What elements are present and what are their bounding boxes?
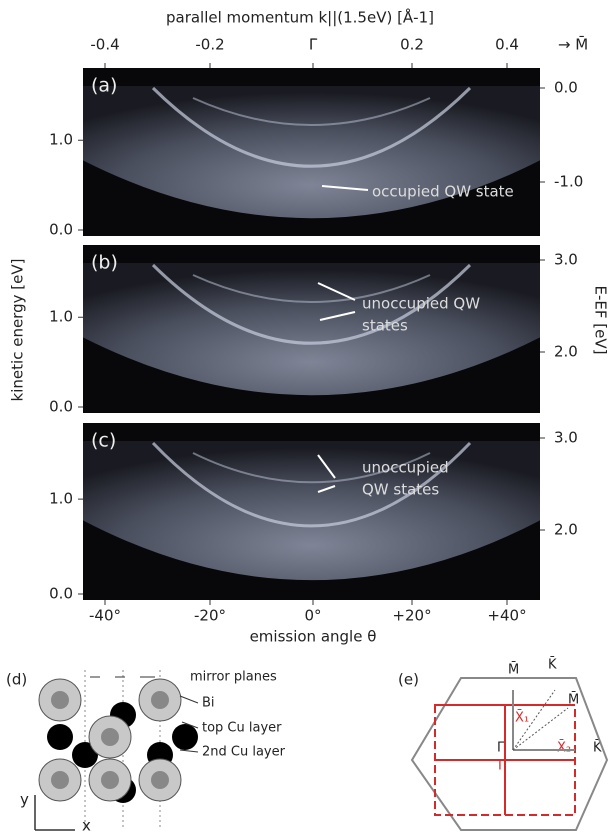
left-tick-label: 1.0 [49, 308, 73, 326]
top-tick-label: Γ̄ [309, 36, 318, 54]
diagram-e-gamma_red: Γ̄ [498, 759, 506, 774]
annotation: occupied QW state [372, 183, 514, 201]
arrow [317, 282, 356, 301]
diagram-d-x: x [82, 817, 91, 835]
intensity [83, 441, 540, 581]
diagram-e-m1: M̄ [508, 662, 519, 677]
bottom-tick-label: 0° [304, 607, 321, 625]
top-axis-label: parallel momentum k||(1.5eV) [Å-1] [166, 8, 434, 27]
lattice-diagram [34, 670, 199, 831]
diagram-d-mirror: mirror planes [190, 670, 277, 685]
arrow [319, 311, 356, 321]
diagram-e-k2: K̄ [593, 740, 602, 755]
annotation: unoccupied [362, 459, 449, 477]
diagram-d-label: (d) [6, 671, 27, 689]
annotation: unoccupied QW [362, 295, 480, 313]
top-tick-label: -0.4 [90, 36, 119, 54]
panel-label: (c) [91, 430, 116, 452]
right-tick-label: 2.0 [554, 343, 578, 361]
top-tick-label: -0.2 [195, 36, 224, 54]
intensity [83, 263, 540, 396]
diagram-e-label: (e) [398, 671, 419, 689]
right-tick-label: 2.0 [554, 521, 578, 539]
annotation: states [362, 317, 408, 335]
diagram-e-k1: K̄ [548, 657, 557, 672]
arrow [317, 485, 336, 493]
right-axis-label: E-EF [eV] [592, 286, 610, 355]
left-tick-label: 1.0 [49, 131, 73, 149]
left-tick-label: 0.0 [49, 398, 73, 416]
bottom-tick-label: -20° [194, 607, 226, 625]
band [151, 263, 472, 345]
top-axis-direction: → M̄ [558, 35, 588, 54]
band [192, 452, 431, 484]
right-tick-label: 0.0 [554, 79, 578, 97]
top-tick-label: 0.2 [400, 36, 424, 54]
labels: (a) 1.0 0.0 0.0 -1.0 occupied QW state (b) 1.0 3… [6, 8, 610, 835]
brillouin-zone [410, 677, 609, 831]
bottom-tick-label: +40° [487, 607, 526, 625]
top-tick-label: 0.4 [495, 36, 519, 54]
diagram-d-second_cu: 2nd Cu layer [202, 745, 286, 760]
band [192, 97, 431, 126]
arpes-panels [83, 68, 540, 600]
diagram-d-bi: Bi [202, 696, 215, 711]
panel-label: (a) [91, 75, 117, 97]
right-tick-label: -1.0 [554, 173, 583, 191]
band [151, 441, 472, 528]
bottom-axis-label: emission angle θ [250, 628, 377, 646]
annotation: QW states [362, 481, 439, 499]
panel-label: (b) [91, 252, 118, 274]
arrow [321, 185, 369, 191]
diagram-e-x2: X̄₂ [557, 740, 571, 755]
right-tick-label: 3.0 [554, 251, 578, 269]
diagram-e-gamma: Γ̄ [497, 741, 505, 756]
left-tick-label: 0.0 [49, 585, 73, 603]
band [151, 86, 472, 168]
bottom-tick-label: +20° [392, 607, 431, 625]
left-axis-label: kinetic energy [eV] [9, 259, 27, 402]
intensity [83, 86, 540, 219]
diagram-d-y: y [20, 791, 29, 809]
right-tick-label: 3.0 [554, 429, 578, 447]
diagram-e-x1: X̄₁ [515, 710, 529, 725]
left-tick-label: 1.0 [49, 490, 73, 508]
arrow [317, 454, 336, 479]
diagram-d-top_cu: top Cu layer [202, 721, 282, 736]
band [192, 274, 431, 303]
bottom-tick-label: -40° [89, 607, 121, 625]
diagram-e-m2: M̄ [568, 692, 579, 707]
left-tick-label: 0.0 [49, 221, 73, 239]
